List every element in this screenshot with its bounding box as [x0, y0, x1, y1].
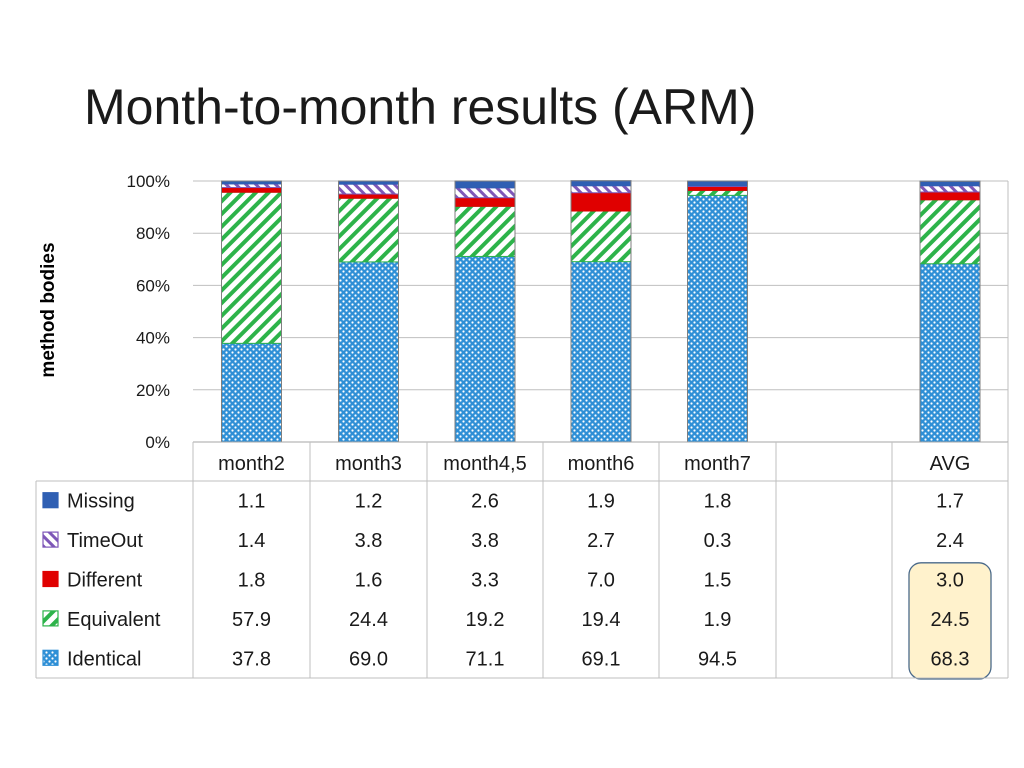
bar-segment-different-month7	[687, 185, 748, 191]
legend-label-identical: Identical	[67, 648, 142, 670]
legend-label-missing: Missing	[67, 491, 135, 513]
table-cell-missing-month3: 1.2	[355, 491, 383, 513]
legend-label-different: Different	[67, 570, 143, 592]
bar-segment-identical-month2	[221, 342, 282, 443]
bar-segment-equivalent-month7	[687, 189, 748, 196]
bar-segment-equivalent-month3	[338, 197, 399, 263]
bar-segment-equivalent-month4-5	[454, 205, 516, 257]
table-cell-different-month2: 1.8	[238, 570, 266, 592]
table-cell-different-month7: 1.5	[704, 570, 732, 592]
table-cell-timeout-avg: 2.4	[936, 530, 964, 552]
table-cell-identical-month3: 69.0	[349, 648, 388, 670]
table-cell-missing-month6: 1.9	[587, 491, 615, 513]
bar-segment-timeout-month2	[221, 183, 282, 189]
table-cell-different-avg: 3.0	[936, 570, 964, 592]
table-cell-missing-month2: 1.1	[238, 491, 266, 513]
category-label-month7: month7	[684, 453, 751, 475]
legend-swatch-different	[42, 570, 59, 588]
table-cell-different-month4-5: 3.3	[471, 570, 499, 592]
bar-segment-missing-month4-5	[454, 180, 516, 189]
bar-segment-equivalent-month6	[570, 210, 632, 263]
y-tick-label: 80%	[136, 224, 170, 243]
bar-segment-equivalent-avg	[919, 199, 981, 265]
table-cell-timeout-month3: 3.8	[355, 530, 383, 552]
data-table: month2 month3 month4,5 month6 month7 AVG Missi…	[35, 442, 1009, 680]
bar-segment-different-month3	[338, 193, 399, 199]
table-cell-timeout-month7: 0.3	[704, 530, 732, 552]
bar-segment-timeout-month4-5	[454, 187, 516, 199]
bar-segment-identical-month7	[687, 194, 748, 443]
bar-segment-identical-avg	[919, 263, 981, 443]
category-label-month3: month3	[335, 453, 402, 475]
legend-swatch-equivalent	[42, 610, 59, 627]
category-label-avg: AVG	[930, 453, 971, 475]
y-tick-label: 40%	[136, 329, 170, 348]
table-cell-missing-avg: 1.7	[936, 491, 964, 513]
table-cell-identical-month4-5: 71.1	[466, 648, 505, 670]
page-title: Month-to-month results (ARM)	[84, 79, 757, 135]
table-cell-identical-month2: 37.8	[232, 648, 271, 670]
y-tick-label: 60%	[136, 276, 170, 295]
gridlines: 0% 20% 40% 60% 80% 100%	[127, 172, 1009, 452]
table-cell-timeout-month2: 1.4	[238, 530, 266, 552]
table-cell-different-month6: 7.0	[587, 570, 615, 592]
table-cell-timeout-month4-5: 3.8	[471, 530, 499, 552]
legend-swatch-timeout	[42, 531, 59, 548]
bar-segment-different-month6	[570, 192, 632, 212]
table-cell-identical-avg: 68.3	[931, 648, 970, 670]
y-tick-label: 0%	[145, 433, 170, 452]
category-label-month4-5: month4,5	[443, 453, 526, 475]
bar-segment-missing-avg	[919, 180, 981, 187]
bar-segment-missing-month6	[570, 180, 632, 187]
table-cell-missing-month4-5: 2.6	[471, 491, 499, 513]
table-cell-equivalent-month7: 1.9	[704, 609, 732, 631]
bar-segment-timeout-avg	[919, 185, 981, 193]
table-cell-identical-month7: 94.5	[698, 648, 737, 670]
table-cell-equivalent-avg: 24.5	[931, 609, 970, 631]
table-cell-identical-month6: 69.1	[582, 648, 621, 670]
bar-segment-identical-month6	[570, 261, 632, 443]
legend-label-timeout: TimeOut	[67, 530, 143, 552]
category-label-month2: month2	[218, 453, 285, 475]
table-cell-equivalent-month6: 19.4	[582, 609, 621, 631]
bar-segment-identical-month4-5	[454, 255, 516, 443]
bar-segment-equivalent-month2	[221, 191, 282, 344]
table-cell-missing-month7: 1.8	[704, 491, 732, 513]
table-cell-equivalent-month4-5: 19.2	[466, 609, 505, 631]
table-cell-different-month3: 1.6	[355, 570, 383, 592]
y-tick-label: 100%	[127, 172, 170, 191]
table-cell-timeout-month6: 2.7	[587, 530, 615, 552]
bars	[193, 180, 1008, 443]
y-tick-label: 20%	[136, 381, 170, 400]
legend-label-equivalent: Equivalent	[67, 609, 161, 631]
legend-swatch-missing	[42, 492, 59, 509]
bar-segment-identical-month3	[338, 261, 399, 443]
bar-segment-different-avg	[919, 191, 981, 201]
bar-segment-timeout-month6	[570, 185, 632, 194]
table-cell-equivalent-month2: 57.9	[232, 609, 271, 631]
bar-segment-missing-month7	[687, 180, 748, 187]
category-label-month6: month6	[568, 453, 635, 475]
bar-segment-different-month4-5	[454, 197, 516, 207]
legend-swatch-identical	[42, 649, 59, 666]
bar-segment-timeout-month3	[338, 183, 399, 195]
table-cell-equivalent-month3: 24.4	[349, 609, 388, 631]
avg-highlight-box	[908, 562, 992, 680]
bar-segment-different-month2	[221, 187, 282, 193]
